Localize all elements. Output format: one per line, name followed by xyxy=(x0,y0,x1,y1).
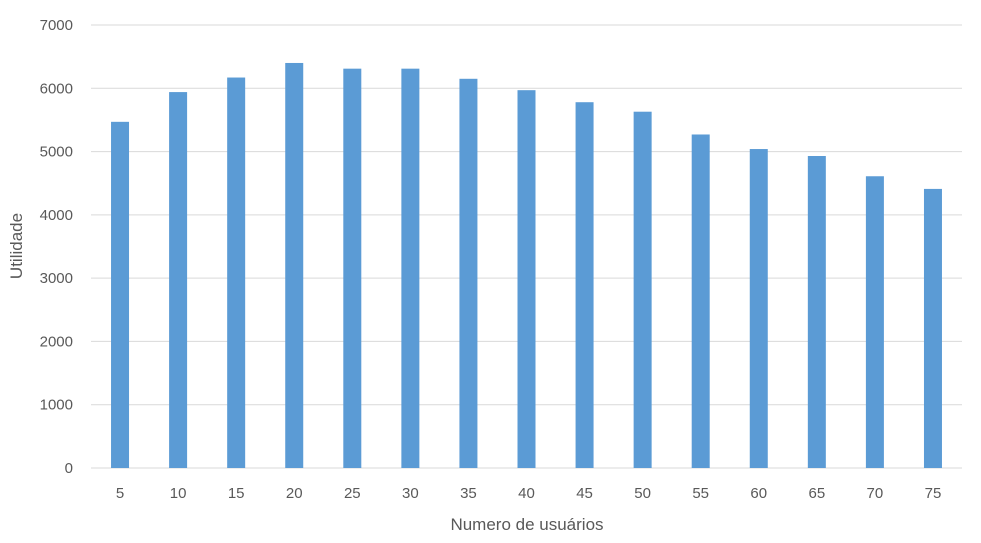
y-axis-title: Utilidade xyxy=(7,213,26,279)
bars xyxy=(111,62,942,469)
x-axis-title: Numero de usuários xyxy=(450,515,603,534)
bar-45 xyxy=(575,102,594,469)
x-tick-label: 30 xyxy=(402,485,419,502)
x-tick-label: 50 xyxy=(634,485,651,502)
x-tick-label: 75 xyxy=(925,485,942,502)
x-tick-label: 35 xyxy=(460,485,477,502)
y-tick-label: 3000 xyxy=(40,270,73,287)
y-tick-label: 0 xyxy=(65,460,73,477)
x-tick-label: 55 xyxy=(692,485,709,502)
x-tick-label: 65 xyxy=(808,485,825,502)
x-tick-label: 25 xyxy=(344,485,361,502)
y-tick-label: 7000 xyxy=(40,17,73,34)
bar-55 xyxy=(691,134,710,468)
bar-75 xyxy=(923,188,942,468)
x-tick-label: 10 xyxy=(170,485,187,502)
bar-20 xyxy=(285,62,304,468)
bar-15 xyxy=(227,77,246,468)
bar-65 xyxy=(807,156,826,468)
bar-25 xyxy=(343,68,362,468)
bar-50 xyxy=(633,111,652,469)
x-tick-label: 15 xyxy=(228,485,245,502)
y-axis-ticks: 0 1000 2000 3000 4000 5000 6000 7000 xyxy=(40,17,73,477)
bar-35 xyxy=(459,78,478,469)
bar-70 xyxy=(865,176,884,468)
y-tick-label: 4000 xyxy=(40,207,73,224)
y-tick-label: 6000 xyxy=(40,80,73,97)
x-tick-label: 40 xyxy=(518,485,535,502)
y-tick-label: 2000 xyxy=(40,333,73,350)
y-tick-label: 1000 xyxy=(40,397,73,414)
x-tick-label: 5 xyxy=(116,485,124,502)
x-tick-label: 70 xyxy=(867,485,884,502)
x-tick-label: 60 xyxy=(750,485,767,502)
bar-10 xyxy=(169,92,188,468)
y-tick-label: 5000 xyxy=(40,144,73,161)
x-tick-label: 20 xyxy=(286,485,303,502)
bar-40 xyxy=(517,90,536,468)
bar-5 xyxy=(111,121,130,468)
bar-60 xyxy=(749,149,768,469)
bar-30 xyxy=(401,68,420,468)
x-axis-ticks: 5 10 15 20 25 30 35 40 45 50 55 60 65 70 75 xyxy=(116,485,941,502)
x-tick-label: 45 xyxy=(576,485,593,502)
